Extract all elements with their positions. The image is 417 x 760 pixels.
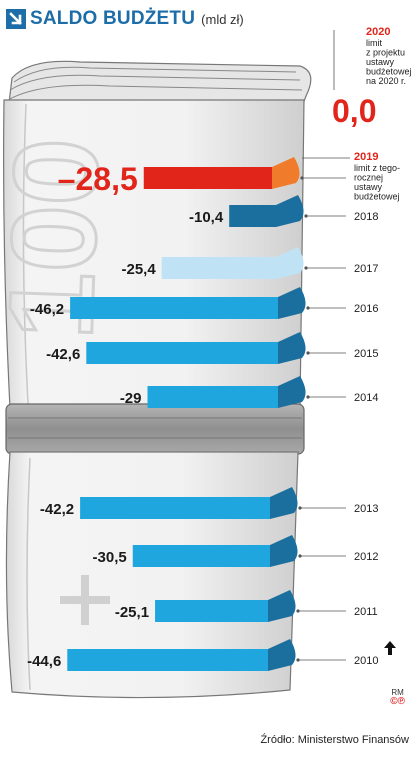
bar-wrap-2016: [278, 287, 306, 319]
leader-dot-2012: [298, 554, 302, 558]
year-label-2011: 2011: [354, 606, 378, 618]
value-label-2014: -29: [120, 390, 142, 407]
copyright-mark: ©℗: [390, 696, 405, 707]
up-arrow-icon: [384, 641, 396, 655]
leader-dot-2011: [296, 609, 300, 613]
note-2019-line: budżetowej: [354, 192, 400, 202]
bar-2013: [80, 497, 270, 519]
year-label-2017: 2017: [354, 263, 378, 275]
leaders-group: [296, 176, 346, 662]
chart-unit: (mld zł): [201, 11, 244, 27]
bar-wrap-2010: [268, 639, 296, 671]
bar-2012: [132, 545, 270, 567]
paper-band: [5, 403, 305, 455]
year-label-2013: 2013: [354, 503, 378, 515]
note-2020-line: z projektu: [366, 48, 405, 58]
value-label-2019: –28,5: [58, 161, 138, 197]
value-label-2015: -42,6: [46, 346, 80, 363]
value-label-2011: -25,1: [115, 604, 149, 621]
value-label-2020: 0,0: [332, 93, 376, 129]
arrow-down-right-icon: [6, 9, 26, 29]
bar-2010: [67, 649, 268, 671]
leader-dot-2019: [300, 176, 304, 180]
year-label-2016: 2016: [354, 303, 378, 315]
value-labels-group: 0,0 –28,5 -10,4 -25,4 -46,2 -42,6 -29 -42,2 -30,…: [27, 93, 376, 670]
leader-dot-2010: [296, 658, 300, 662]
value-label-2010: -44,6: [27, 653, 61, 670]
year-label-2018: 2018: [354, 211, 378, 223]
value-label-2017: -25,4: [121, 261, 156, 278]
year-label-2012: 2012: [354, 551, 378, 563]
leader-dot-2017: [304, 266, 308, 270]
bar-wrap-2018: [276, 195, 304, 227]
chart-header: SALDO BUDŻETU (mld zł): [6, 6, 244, 32]
bars-group: [67, 157, 306, 671]
bar-2019: [143, 167, 272, 189]
note-2019-line: rocznej: [354, 173, 383, 183]
note-2020-year: 2020: [366, 26, 390, 38]
value-label-2018: -10,4: [189, 209, 224, 226]
bar-2018: [229, 205, 276, 227]
leader-dot-2016: [306, 306, 310, 310]
bar-2017: [161, 257, 276, 279]
note-2020-line: budżetowej: [366, 67, 412, 77]
leader-dot-2015: [306, 351, 310, 355]
year-labels-group: 2018 2017 2016 2015 2014 2013 2012 2011 2010: [354, 211, 378, 667]
bar-2014: [147, 386, 278, 408]
bar-wrap-2011: [268, 590, 296, 622]
note-2020-line: limit: [366, 38, 382, 48]
source-note: Źródło: Ministerstwo Finansów: [260, 734, 409, 746]
year-label-2010: 2010: [354, 655, 378, 667]
note-2019-line: ustawy: [354, 182, 383, 192]
bar-wrap-2014: [278, 376, 306, 408]
leader-dot-2014: [306, 395, 310, 399]
bar-wrap-2012: [270, 535, 298, 567]
bar-wrap-2019: [272, 157, 300, 189]
bar-wrap-2015: [278, 332, 306, 364]
credit-initials: RM: [391, 688, 404, 697]
leader-dot-2018: [304, 214, 308, 218]
note-2020-line: na 2020 r.: [366, 76, 406, 86]
chart-title: SALDO BUDŻETU: [30, 8, 196, 29]
year-label-2015: 2015: [354, 348, 378, 360]
value-label-2012: -30,5: [93, 549, 127, 566]
bar-2015: [86, 342, 278, 364]
leader-dot-2013: [298, 506, 302, 510]
credit: RM ©℗: [390, 688, 405, 707]
value-label-2013: -42,2: [40, 501, 74, 518]
bar-2016: [70, 297, 278, 319]
bar-wrap-2013: [270, 487, 298, 519]
value-label-2016: -46,2: [30, 301, 64, 318]
note-2019-year: 2019: [354, 151, 378, 163]
bar-2011: [155, 600, 268, 622]
bar-wrap-2017: [276, 247, 304, 279]
note-2020-line: ustawy: [366, 57, 395, 67]
note-2019-line: limit z tego-: [354, 163, 400, 173]
year-label-2014: 2014: [354, 392, 378, 404]
